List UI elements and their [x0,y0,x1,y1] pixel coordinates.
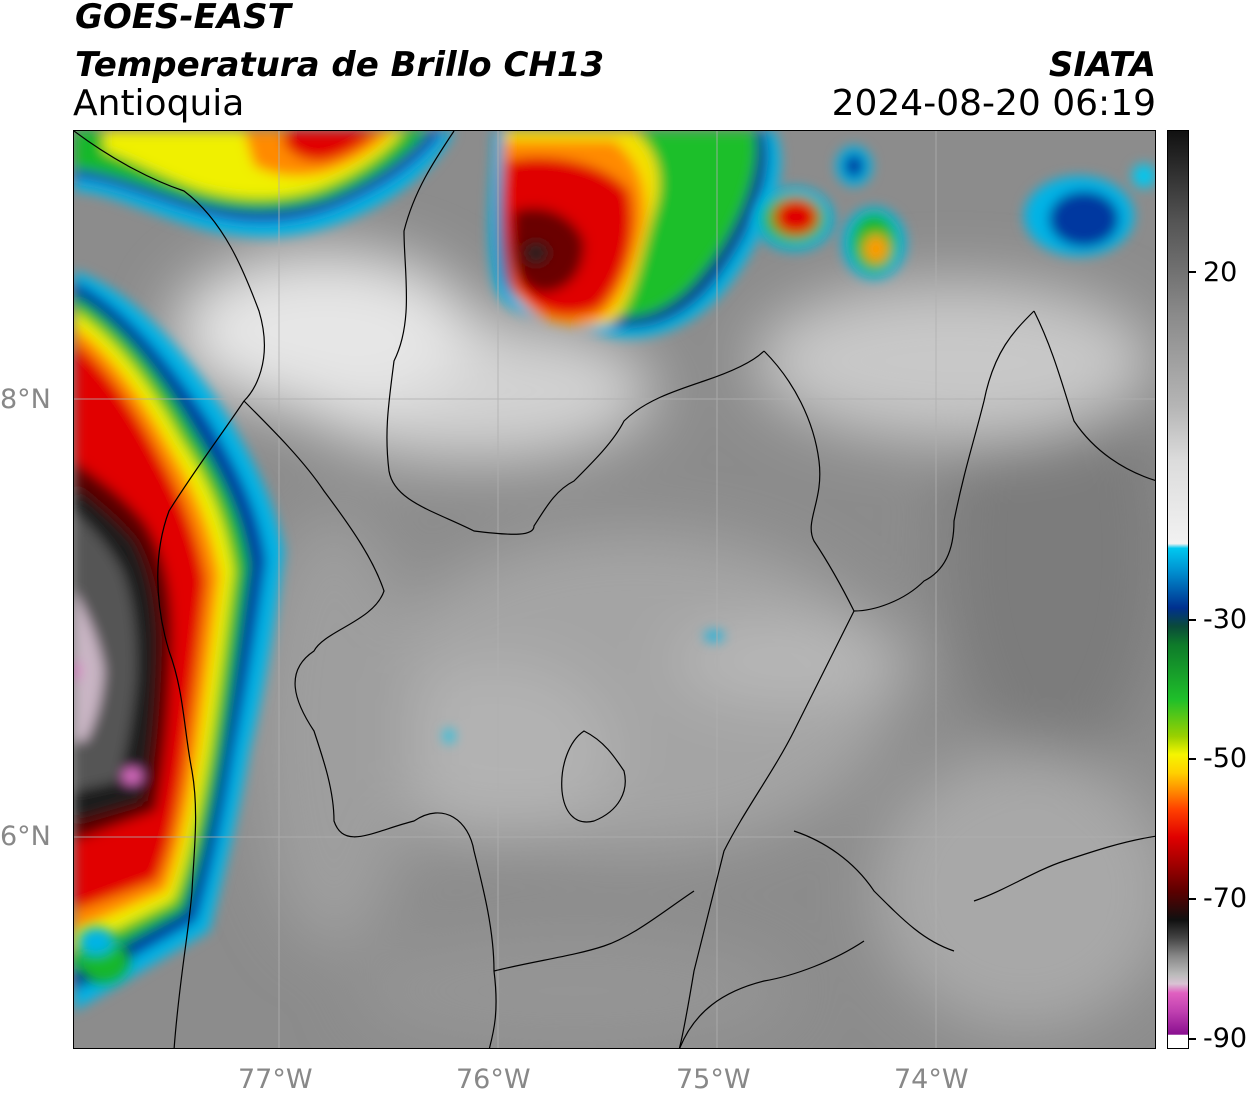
colorbar-tick [1189,1038,1196,1040]
colorbar-tick [1189,758,1196,760]
colorbar-tick [1189,271,1196,273]
colorbar-tick [1189,619,1196,621]
colorbar-label-minus70: -70 [1203,883,1248,914]
colorbar-label-minus50: -50 [1203,743,1248,774]
datetime-label: 2024-08-20 06:19 [831,83,1156,124]
lon-label-76w: 76°W [456,1064,531,1095]
region-label: Antioquia [73,83,245,124]
colorbar [1167,130,1189,1049]
colorbar-tick [1189,898,1196,900]
satellite-title: GOES-EAST [75,0,291,37]
map-image [74,131,1155,1048]
lon-label-75w: 75°W [676,1064,751,1095]
satellite-map [73,130,1156,1049]
product-title: Temperatura de Brillo CH13 [75,45,605,85]
lat-label-8n: 8°N [0,384,51,415]
lon-label-77w: 77°W [238,1064,313,1095]
colorbar-label-minus90: -90 [1203,1023,1248,1054]
lon-label-74w: 74°W [894,1064,969,1095]
source-label: SIATA [1048,45,1156,85]
lat-label-6n: 6°N [0,821,51,852]
colorbar-label-minus30: -30 [1203,604,1248,635]
colorbar-label-20: 20 [1203,257,1238,288]
